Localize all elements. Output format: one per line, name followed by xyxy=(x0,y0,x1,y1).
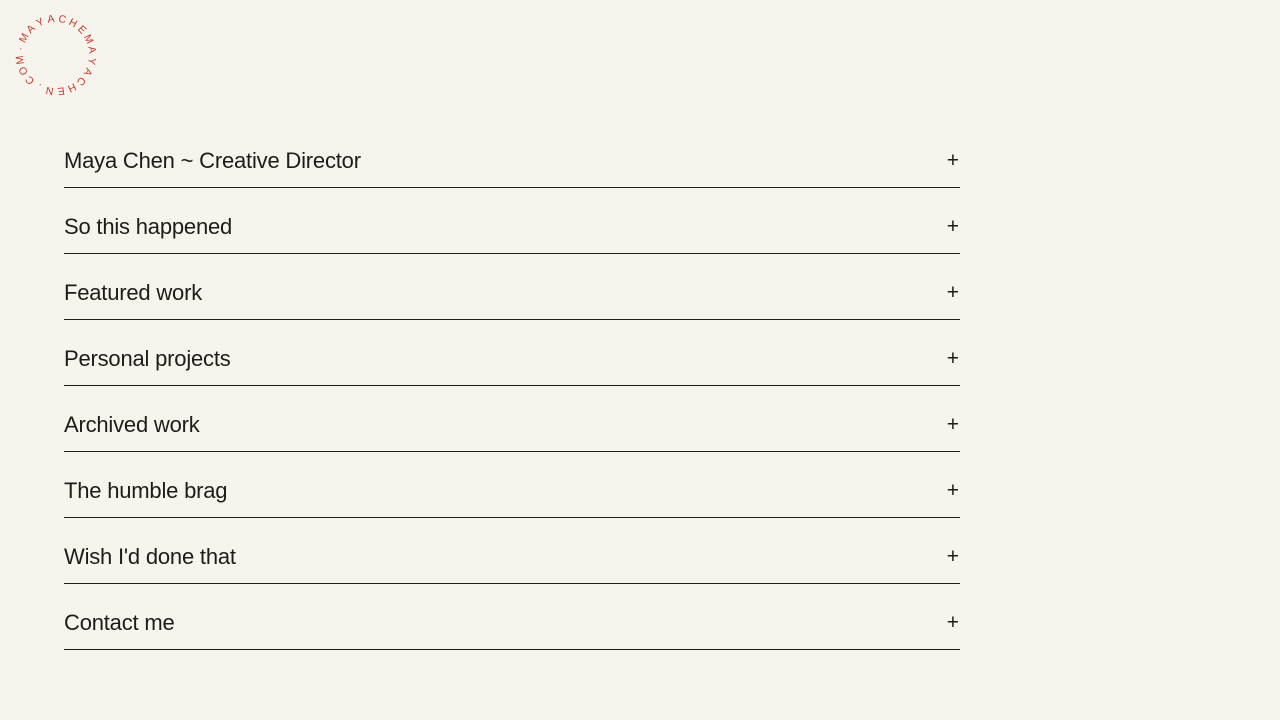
accordion-row-label: Maya Chen ~ Creative Director xyxy=(64,147,361,173)
logo-letter: C xyxy=(74,73,88,88)
plus-icon[interactable]: + xyxy=(946,347,959,370)
logo-letter: M xyxy=(13,54,27,66)
logo-letter: A xyxy=(80,65,95,78)
plus-icon[interactable]: + xyxy=(946,281,959,304)
accordion-row-label: Personal projects xyxy=(64,345,231,371)
logo-letter: A xyxy=(46,12,56,26)
accordion-row-1[interactable]: So this happened + xyxy=(64,188,960,254)
accordion-list: Maya Chen ~ Creative Director + So this ha… xyxy=(64,122,960,650)
accordion-row-2[interactable]: Featured work + xyxy=(64,254,960,320)
logo-letter: C xyxy=(23,73,38,87)
logo-letter: C xyxy=(57,12,68,27)
plus-icon[interactable]: + xyxy=(946,545,959,568)
plus-icon[interactable]: + xyxy=(946,215,959,238)
logo-letter: A xyxy=(85,45,99,55)
accordion-row-6[interactable]: Wish I'd done that + xyxy=(64,518,960,584)
accordion-row-label: Archived work xyxy=(64,411,200,437)
accordion-row-5[interactable]: The humble brag + xyxy=(64,452,960,518)
site-logo[interactable]: · M A Y A C H E M A Y A C H E N. C O M xyxy=(0,0,112,110)
logo-letter: . xyxy=(34,80,44,93)
logo-letter: N xyxy=(44,83,55,98)
logo-letter: E xyxy=(56,84,66,98)
logo-letter: · xyxy=(14,45,27,52)
plus-icon[interactable]: + xyxy=(946,413,959,436)
accordion-row-3[interactable]: Personal projects + xyxy=(64,320,960,386)
logo-letter: Y xyxy=(34,15,47,30)
accordion-row-0[interactable]: Maya Chen ~ Creative Director + xyxy=(64,122,960,188)
plus-icon[interactable]: + xyxy=(946,611,959,634)
accordion-row-label: Wish I'd done that xyxy=(64,543,236,569)
accordion-row-label: So this happened xyxy=(64,213,233,239)
plus-icon[interactable]: + xyxy=(946,149,959,172)
logo-letter: M xyxy=(81,32,96,46)
accordion-row-label: The humble brag xyxy=(64,477,228,503)
plus-icon[interactable]: + xyxy=(946,479,959,502)
accordion-row-label: Contact me xyxy=(64,609,175,635)
accordion-row-label: Featured work xyxy=(64,279,203,305)
accordion-row-4[interactable]: Archived work + xyxy=(64,386,960,452)
logo-letter: Y xyxy=(84,56,98,66)
accordion-row-7[interactable]: Contact me + xyxy=(64,584,960,650)
